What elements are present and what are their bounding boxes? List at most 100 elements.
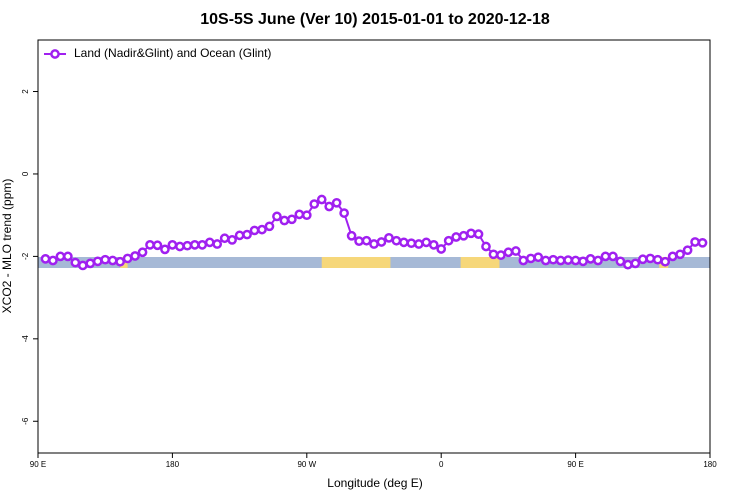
data-point [212,239,223,249]
data-point [122,253,133,264]
data-point [145,240,155,250]
data-point [77,260,88,271]
chart-title: 10S-5S June (Ver 10) 2015-01-01 to 2020-… [200,11,550,28]
data-point [249,225,260,236]
data-point [115,256,125,267]
y-tick-label: 2 [21,89,30,94]
y-tick-label: -6 [21,417,30,425]
data-point [182,240,193,251]
data-point [287,214,297,225]
data-point [518,255,529,266]
data-point [272,211,282,222]
data-point [264,221,275,232]
data-point [70,257,81,268]
data-point [219,233,230,244]
x-tick-label: 90 E [567,460,583,469]
x-tick-label: 90 W [297,460,316,469]
data-point [548,254,559,265]
data-point [593,255,603,266]
data-point [92,256,103,267]
data-point [361,235,372,246]
plot-frame [37,39,711,454]
data-point [40,254,51,264]
data-point [354,236,364,246]
data-point [428,240,439,250]
data-point [570,255,581,266]
data-point [585,254,596,264]
data-point [578,256,588,267]
data-point [451,232,461,242]
data-point [436,244,447,254]
data-point [197,240,208,250]
data-point [137,247,148,258]
data-point [316,194,327,205]
data-point [525,253,536,264]
data-point [257,224,267,235]
data-point [615,256,626,267]
data-point [555,255,566,266]
y-tick-label: 0 [21,171,30,176]
data-point [600,251,611,262]
data-point [384,232,394,243]
data-point [63,251,73,262]
x-tick-label: 180 [703,460,717,469]
data-point [399,237,409,248]
data-point [421,237,432,248]
legend-label: Land (Nadir&Glint) and Ocean (Glint) [74,46,271,60]
data-point [473,229,484,239]
data-point [608,251,618,262]
data-point [682,245,693,256]
data-point [189,240,200,250]
data-point [55,251,66,262]
data-point [100,254,111,265]
data-point [152,240,163,251]
data-point [227,235,237,245]
data-point [667,251,678,262]
data-point [660,256,671,267]
data-point [637,254,648,265]
surface-band [460,257,500,268]
data-point [697,237,708,248]
data-point [458,230,469,241]
data-point [160,244,170,255]
data-point [413,239,424,249]
x-tick-label: 90 E [30,460,46,469]
data-point [443,235,454,246]
data-point [376,237,387,247]
data-point [690,237,700,247]
data-point [645,253,656,264]
data-point [623,259,633,270]
data-point [652,254,663,265]
y-axis-label: XCO2 - MLO trend (ppm) [0,179,14,314]
surface-band [321,257,391,268]
legend-marker [50,49,60,59]
data-point [175,241,185,252]
data-point [533,252,544,263]
data-point [324,201,335,212]
data-point [406,238,417,249]
data-point [511,246,521,256]
data-point [130,251,140,261]
x-axis-label: Longitude (deg E) [327,476,422,490]
data-point [496,250,506,261]
data-point [339,208,349,218]
data-point [481,241,491,252]
y-tick-label: -2 [21,252,30,260]
data-point [107,255,118,266]
data-point [540,255,551,266]
data-point [488,249,499,260]
data-point [466,228,476,239]
x-tick-label: 180 [166,460,180,469]
data-point [242,229,252,240]
data-point [675,249,685,260]
data-point [331,197,342,208]
data-point [346,230,357,241]
x-tick-label: 0 [439,460,444,469]
data-point [301,210,312,221]
data-point [48,255,58,266]
data-point [234,230,245,241]
data-point [279,215,290,226]
data-point [630,258,641,269]
data-point [294,209,305,220]
